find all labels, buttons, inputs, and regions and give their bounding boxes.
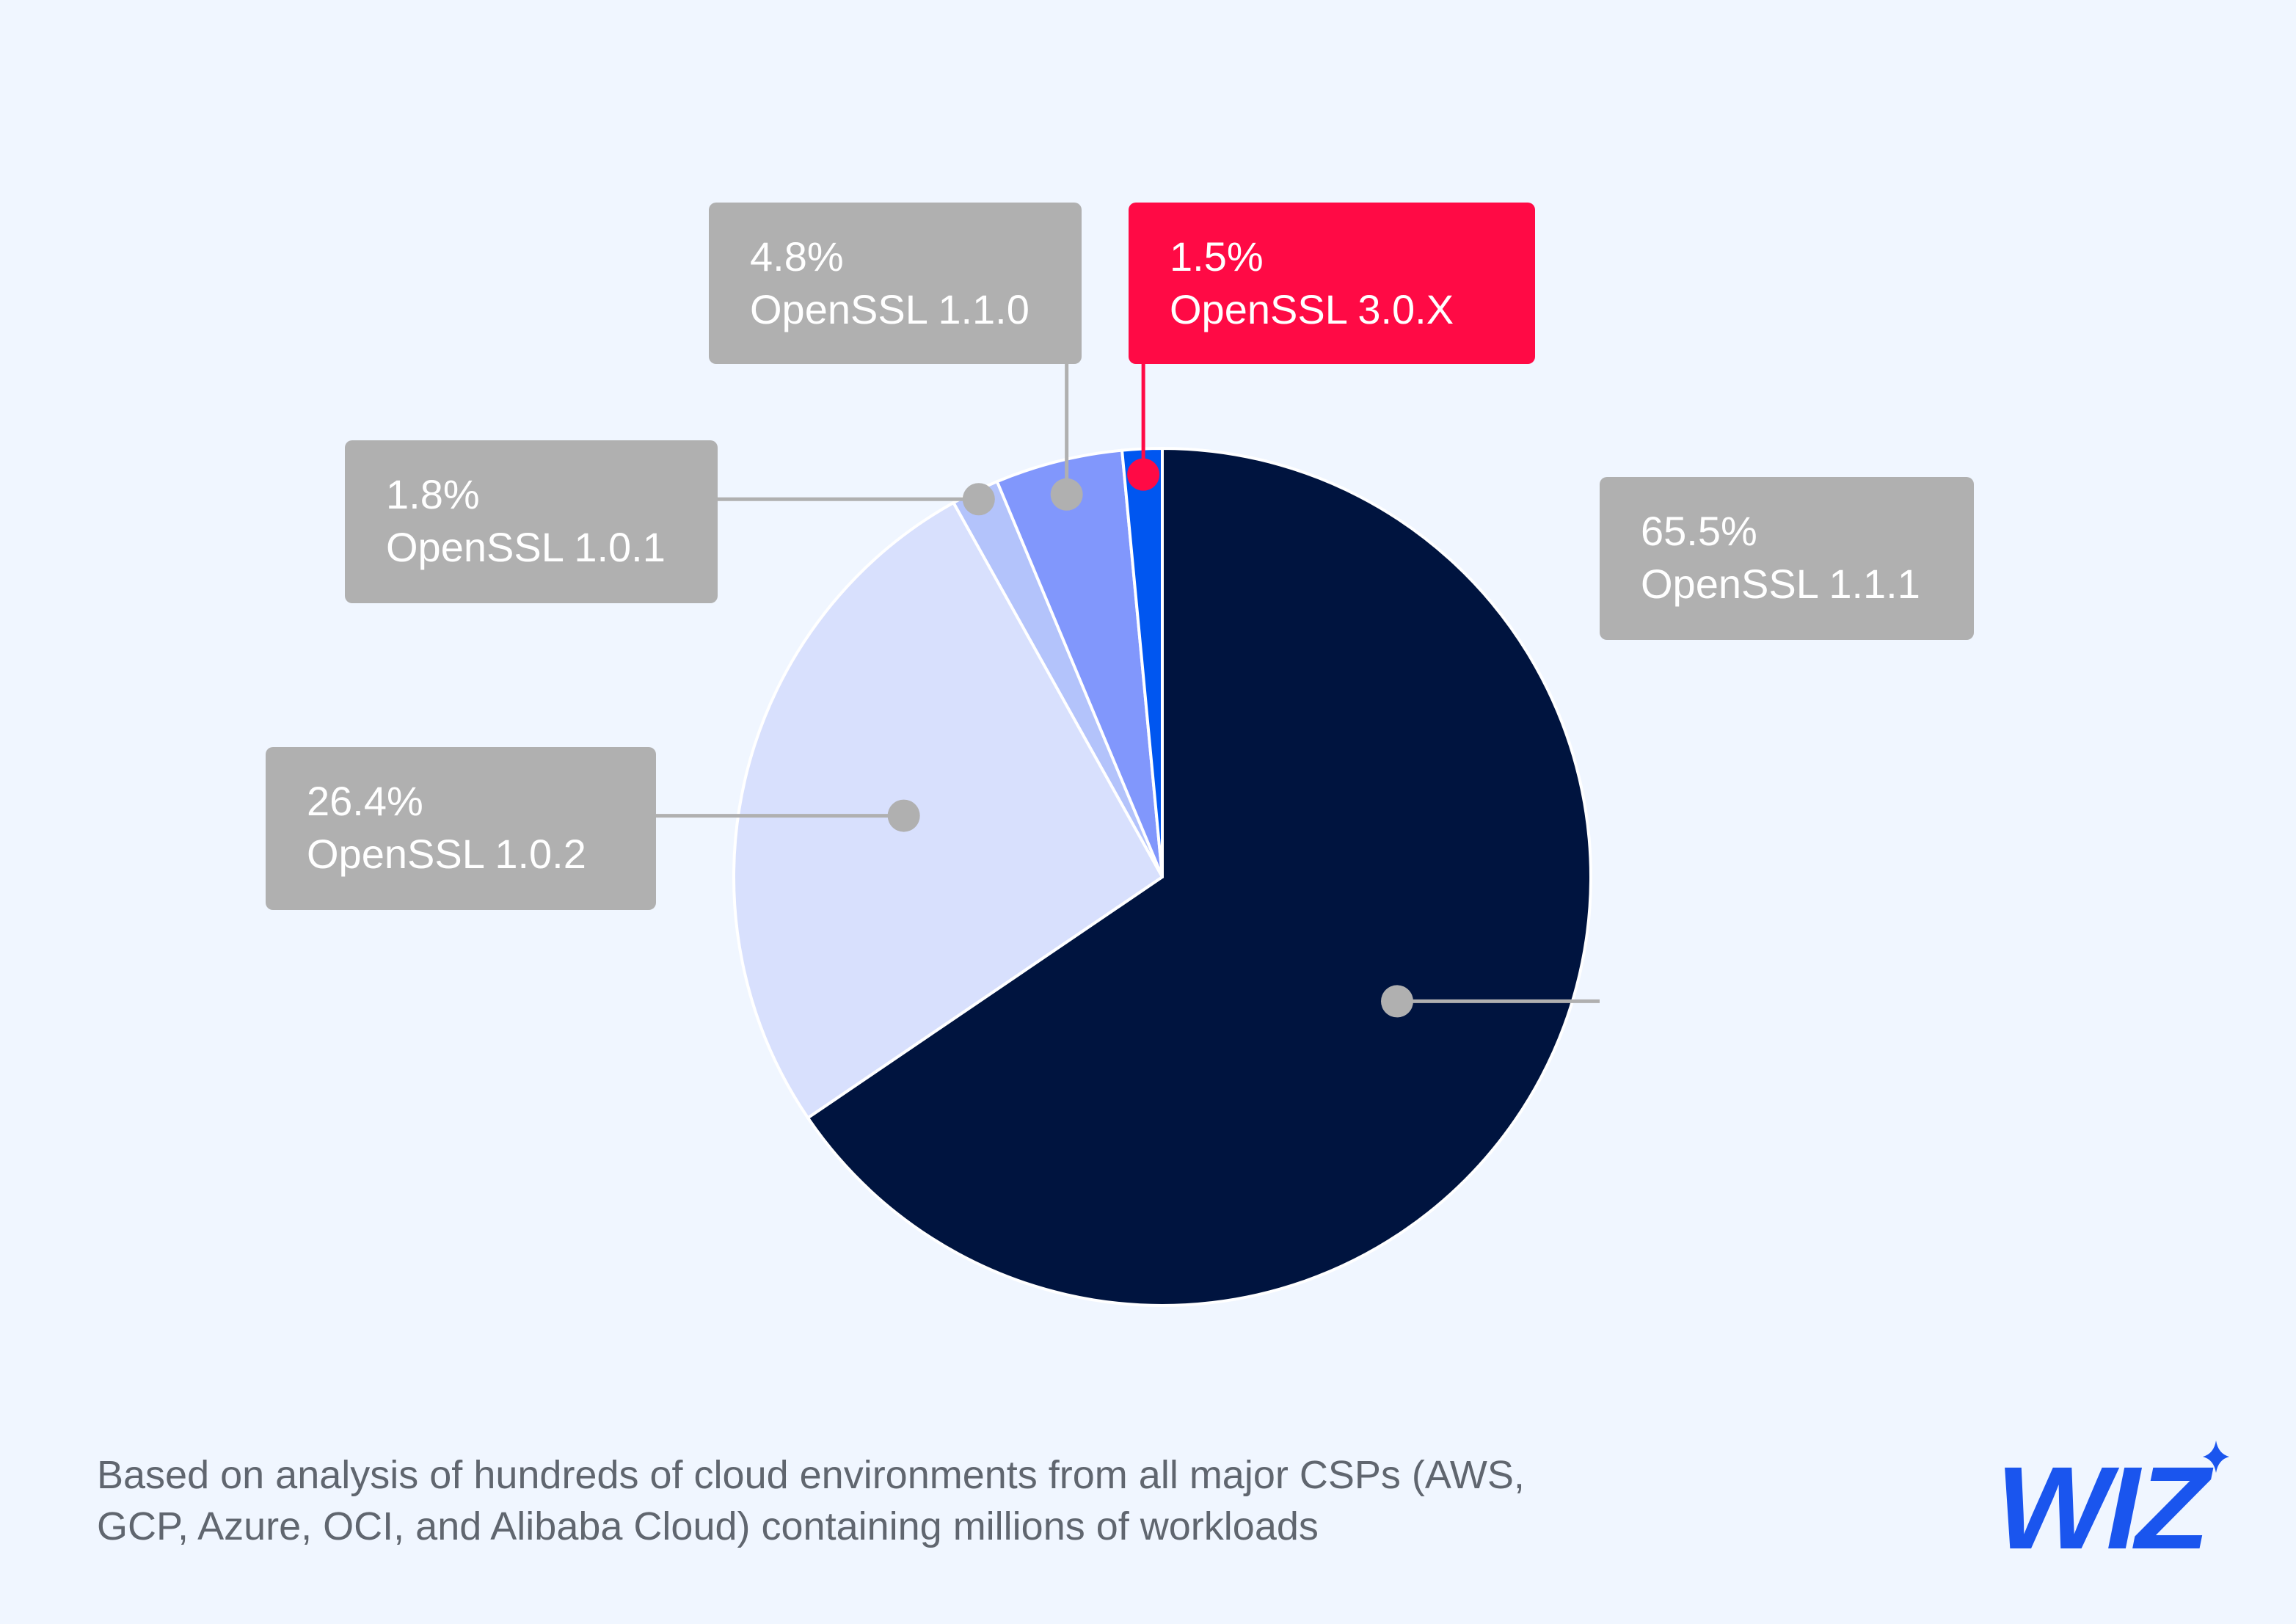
pie-slice-openssl-1-1-1 bbox=[806, 447, 1592, 1307]
pie-slice-openssl-1-1-0 bbox=[995, 448, 1164, 878]
label-value: 4.8% bbox=[750, 233, 844, 280]
label-value: 1.5% bbox=[1170, 233, 1264, 280]
leader-dot bbox=[1050, 478, 1083, 511]
label-name: OpenSSL 1.0.2 bbox=[307, 831, 586, 877]
leader-dot bbox=[1380, 985, 1413, 1018]
label-openssl-1-0-1: 1.8% OpenSSL 1.0.1 bbox=[345, 440, 718, 603]
label-value: 65.5% bbox=[1641, 508, 1757, 554]
footnote-line-1: Based on analysis of hundreds of cloud e… bbox=[97, 1453, 1525, 1497]
label-name: OpenSSL 1.1.0 bbox=[750, 286, 1029, 332]
leader-dot bbox=[962, 483, 995, 516]
footnote-line-2: GCP, Azure, OCI, and Alibaba Cloud) cont… bbox=[97, 1504, 1319, 1548]
label-name: OpenSSL 3.0.X bbox=[1170, 286, 1454, 332]
leader-dot bbox=[1127, 458, 1160, 491]
label-openssl-3-0-x: 1.5% OpenSSL 3.0.X bbox=[1129, 203, 1535, 364]
label-openssl-1-1-1: 65.5% OpenSSL 1.1.1 bbox=[1600, 477, 1974, 640]
label-value: 1.8% bbox=[386, 471, 480, 517]
wiz-logo-text: WIZ bbox=[1996, 1442, 2214, 1567]
label-name: OpenSSL 1.0.1 bbox=[386, 524, 666, 570]
wiz-logo: WIZ bbox=[1996, 1441, 2229, 1567]
pie-slice-openssl-1-0-2 bbox=[732, 501, 1164, 1120]
sparkle-icon bbox=[2203, 1441, 2229, 1473]
label-openssl-1-1-0: 4.8% OpenSSL 1.1.0 bbox=[709, 203, 1082, 364]
leader-dot bbox=[887, 799, 920, 832]
label-name: OpenSSL 1.1.1 bbox=[1641, 561, 1920, 607]
label-value: 26.4% bbox=[307, 778, 423, 824]
footnote: Based on analysis of hundreds of cloud e… bbox=[97, 1449, 1785, 1552]
label-openssl-1-0-2: 26.4% OpenSSL 1.0.2 bbox=[266, 747, 656, 910]
